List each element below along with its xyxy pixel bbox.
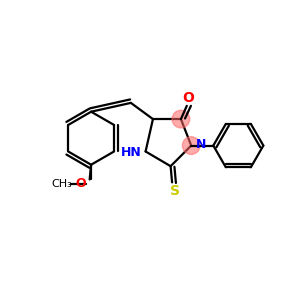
Text: S: S <box>170 184 180 198</box>
Text: N: N <box>196 138 206 151</box>
Circle shape <box>172 110 190 128</box>
Text: CH₃: CH₃ <box>51 179 72 189</box>
Text: O: O <box>76 177 86 190</box>
Text: HN: HN <box>121 146 142 159</box>
Text: O: O <box>182 92 194 106</box>
Circle shape <box>182 137 200 154</box>
